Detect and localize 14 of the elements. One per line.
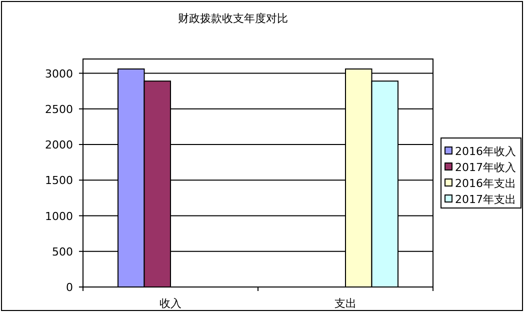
x-tick-label: 收入 [160, 297, 182, 310]
y-tick-label: 2500 [45, 102, 73, 116]
chart-title: 财政拨款收支年度对比 [178, 12, 288, 25]
legend-label: 2017年收入 [455, 161, 516, 174]
y-tick-label: 2000 [45, 138, 73, 152]
legend-label: 2016年支出 [455, 177, 516, 190]
y-tick-label: 3000 [45, 67, 73, 80]
y-tick-label: 0 [66, 281, 73, 294]
y-tick-label: 1500 [45, 174, 73, 188]
legend-label: 2016年收入 [455, 145, 516, 158]
y-tick-label: 1000 [45, 210, 73, 223]
x-tick-label: 支出 [334, 297, 356, 310]
y-tick-label: 500 [52, 245, 73, 258]
legend-label: 2017年支出 [455, 193, 516, 206]
